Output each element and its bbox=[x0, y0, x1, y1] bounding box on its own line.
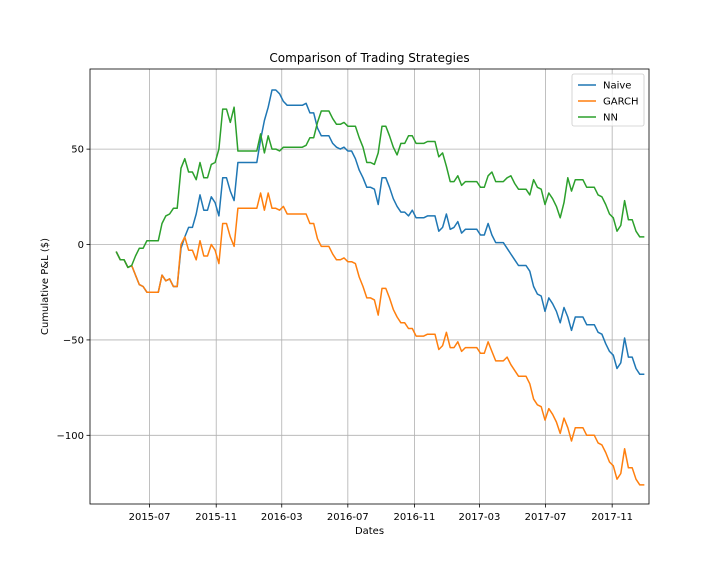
x-tick-label: 2016-07 bbox=[327, 512, 369, 523]
x-tick-label: 2015-11 bbox=[195, 512, 237, 523]
legend: Naive GARCH NN bbox=[571, 73, 645, 127]
y-tick-label: 0 bbox=[78, 240, 84, 251]
x-tick-label: 2016-03 bbox=[261, 512, 303, 523]
legend-box bbox=[571, 73, 645, 127]
y-tick-label: −50 bbox=[63, 335, 84, 346]
x-axis-label: Dates bbox=[355, 526, 384, 537]
y-axis-label: Cumulative P&L ($) bbox=[40, 238, 51, 335]
legend-label-garch: GARCH bbox=[603, 97, 639, 108]
x-tick-label: 2017-11 bbox=[591, 512, 633, 523]
plot-area-frame bbox=[89, 68, 650, 505]
y-axis-ticks: 50 0 −50 −100 bbox=[57, 145, 90, 442]
x-tick-label: 2017-07 bbox=[525, 512, 567, 523]
x-axis-ticks: 2015-07 2015-11 2016-03 2016-07 2016-11 2017-… bbox=[129, 504, 633, 523]
x-tick-label: 2016-11 bbox=[394, 512, 436, 523]
series-line-nn bbox=[115, 106, 645, 269]
chart-title: Comparison of Trading Strategies bbox=[269, 51, 469, 65]
series-line-naive bbox=[115, 89, 645, 376]
legend-label-nn: NN bbox=[603, 113, 618, 124]
grid bbox=[90, 69, 649, 504]
y-tick-label: −100 bbox=[57, 431, 84, 442]
x-tick-label: 2017-03 bbox=[459, 512, 501, 523]
x-tick-label: 2015-07 bbox=[129, 512, 171, 523]
y-tick-label: 50 bbox=[71, 145, 84, 156]
legend-label-naive: Naive bbox=[603, 81, 631, 92]
series-line-garch bbox=[115, 192, 645, 486]
series-lines bbox=[115, 89, 645, 486]
